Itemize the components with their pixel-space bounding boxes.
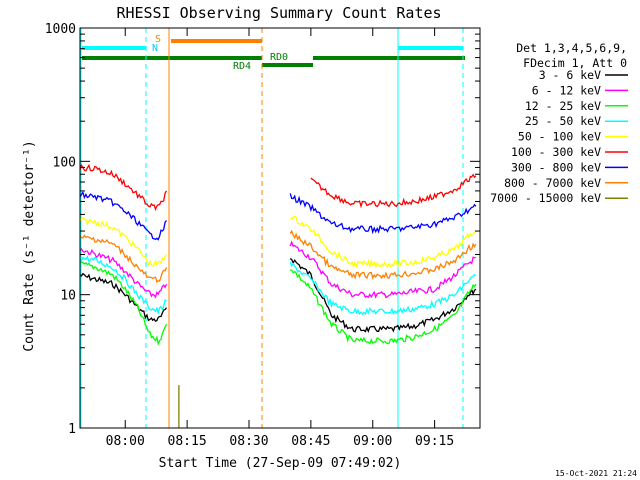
legend-entry-label: 100 - 300 keV <box>511 145 601 159</box>
legend: Det 1,3,4,5,6,9, FDecim 1, Att 0 3 - 6 k… <box>490 41 628 205</box>
x-tick-label: 08:45 <box>291 434 330 449</box>
footer-timestamp: 15-Oct-2021 21:24 <box>555 469 637 478</box>
series-50-100-kev <box>79 215 477 269</box>
series-line <box>289 215 477 269</box>
plot-frame <box>79 27 481 429</box>
legend-entry-label: 800 - 7000 keV <box>504 176 601 190</box>
y-tick-label: 1000 <box>45 22 76 37</box>
series-300-800-kev <box>79 190 477 241</box>
legend-entry-label: 12 - 25 keV <box>525 99 601 113</box>
series-line <box>289 258 477 334</box>
flag-label: N <box>152 43 158 54</box>
series-6-12-kev <box>79 240 476 299</box>
legend-header-line-2: FDecim 1, Att 0 <box>523 56 627 70</box>
series-3-6-kev <box>79 258 477 334</box>
legend-entry-label: 50 - 100 keV <box>518 130 601 144</box>
y-tick-label: 100 <box>53 155 76 170</box>
legend-header-line-1: Det 1,3,4,5,6,9, <box>516 41 627 55</box>
series-line <box>290 269 477 345</box>
x-tick-label: 09:00 <box>353 434 392 449</box>
series-layer <box>79 163 477 428</box>
series-12-25-kev <box>79 260 477 346</box>
series-line <box>289 229 477 280</box>
x-tick-label: 08:15 <box>168 434 207 449</box>
series-line <box>79 234 168 284</box>
series-line <box>289 240 476 299</box>
legend-entry-label: 300 - 800 keV <box>511 160 601 174</box>
x-axis-label: Start Time (27-Sep-09 07:49:02) <box>159 456 402 471</box>
legend-entry-label: 7000 - 15000 keV <box>490 191 601 205</box>
series-line <box>79 163 168 212</box>
series-line <box>79 272 168 323</box>
legend-entry-label: 3 - 6 keV <box>539 68 601 82</box>
flag-label: S <box>155 34 161 45</box>
series-25-50-kev <box>79 255 477 316</box>
flag-label: RD4 <box>233 61 251 72</box>
series-line <box>289 193 477 235</box>
flag-label: RD0 <box>270 52 288 63</box>
series-line <box>79 255 167 315</box>
series-800-7000-kev <box>79 229 477 284</box>
x-tick-label: 09:15 <box>415 434 454 449</box>
series-line <box>79 260 168 346</box>
series-line <box>310 173 477 209</box>
flag-bars: SN RD0 RD4 <box>80 28 465 428</box>
series-line <box>79 190 168 241</box>
series-line <box>79 247 168 299</box>
x-tick-label: 08:30 <box>229 434 268 449</box>
legend-entry-label: 6 - 12 keV <box>532 83 601 97</box>
y-tick-label: 1 <box>68 422 76 437</box>
y-axis-label: Count Rate (s⁻¹ detector⁻¹) <box>22 140 37 351</box>
x-tick-label: 08:00 <box>106 434 145 449</box>
series-line <box>79 217 168 267</box>
series-line <box>289 261 477 316</box>
series-100-300-kev <box>79 163 477 212</box>
y-tick-label: 10 <box>60 289 76 304</box>
legend-entry-label: 25 - 50 keV <box>525 114 601 128</box>
chart-title: RHESSI Observing Summary Count Rates <box>116 4 441 22</box>
axes: 08:00 08:15 08:30 08:45 09:00 09:15 1 10 100 1000 <box>45 22 481 449</box>
